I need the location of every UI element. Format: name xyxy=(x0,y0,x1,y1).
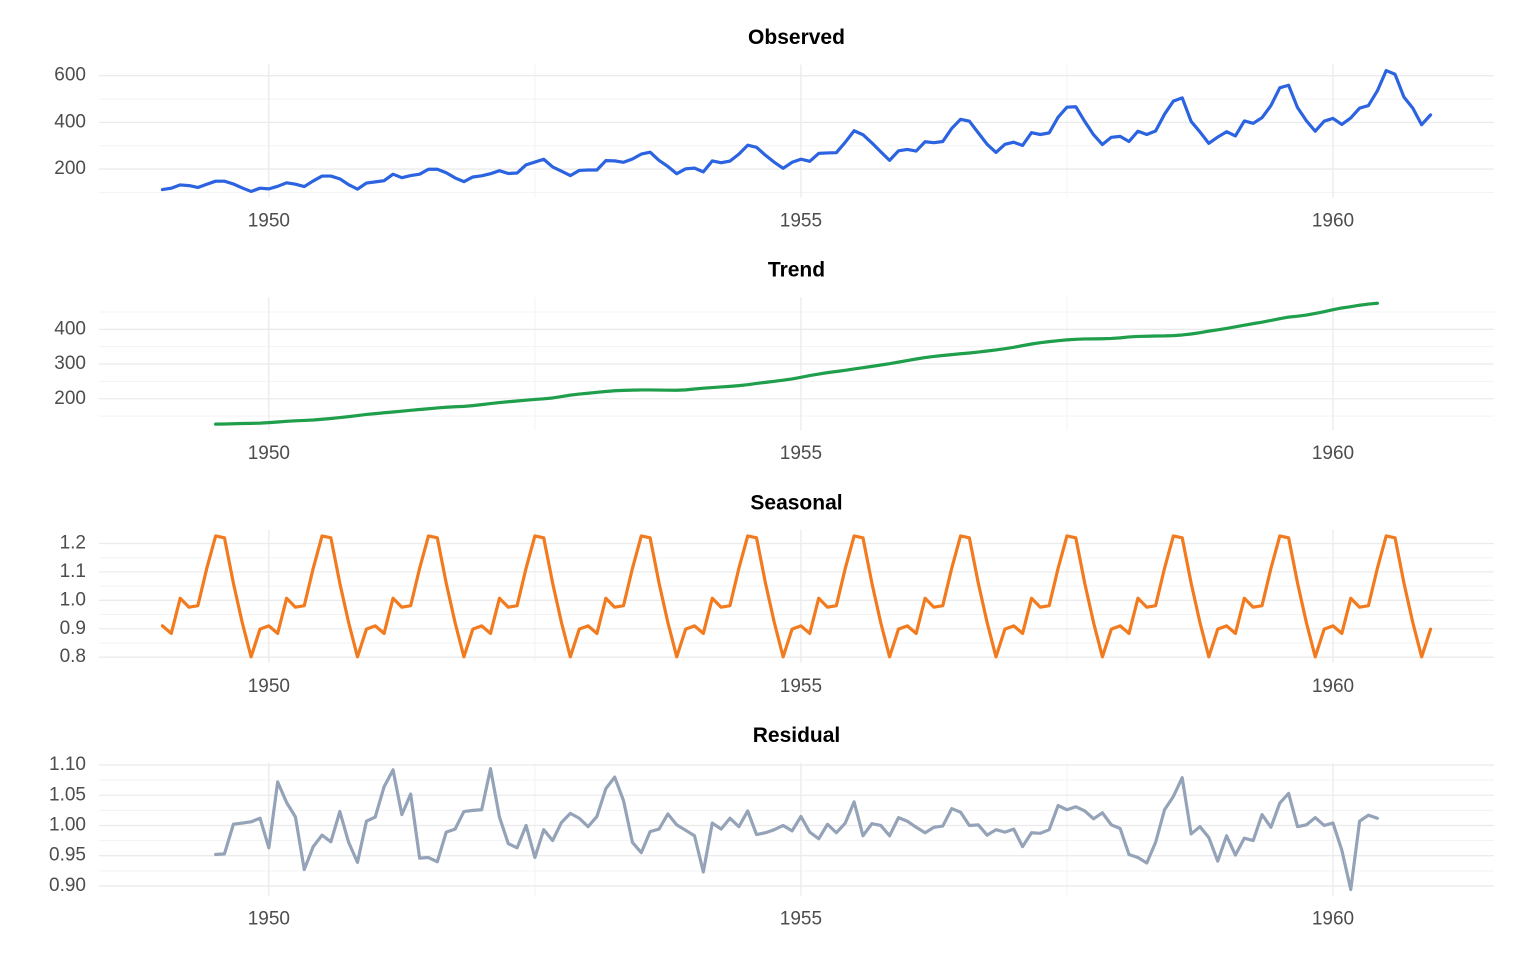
x-tick-label: 1960 xyxy=(1312,676,1354,697)
y-tick-label: 1.0 xyxy=(60,589,86,610)
y-tick-label: 200 xyxy=(54,388,86,409)
y-tick-label: 0.8 xyxy=(60,646,86,667)
y-tick-label: 1.1 xyxy=(60,561,86,582)
y-tick-label: 0.95 xyxy=(49,845,86,866)
x-tick-label: 1950 xyxy=(248,909,290,930)
x-tick-label: 1955 xyxy=(780,676,822,697)
x-tick-label: 1950 xyxy=(248,443,290,464)
y-tick-label: 1.10 xyxy=(49,754,86,775)
y-tick-label: 400 xyxy=(54,318,86,339)
series-line xyxy=(214,301,1379,426)
panel-title: Seasonal xyxy=(750,491,842,514)
series-line xyxy=(160,68,1433,194)
x-tick-label: 1960 xyxy=(1312,211,1354,232)
x-tick-label: 1955 xyxy=(780,443,822,464)
y-tick-label: 600 xyxy=(54,65,86,86)
y-tick-label: 1.00 xyxy=(49,814,86,835)
y-tick-label: 300 xyxy=(54,353,86,374)
panel-title: Observed xyxy=(748,26,845,49)
x-tick-label: 1950 xyxy=(248,676,290,697)
y-tick-label: 400 xyxy=(54,111,86,132)
x-tick-label: 1955 xyxy=(780,909,822,930)
y-tick-label: 200 xyxy=(54,158,86,179)
x-tick-label: 1960 xyxy=(1312,909,1354,930)
series-line xyxy=(160,534,1433,659)
y-tick-label: 1.2 xyxy=(60,533,86,554)
y-tick-label: 0.90 xyxy=(49,875,86,896)
x-tick-label: 1960 xyxy=(1312,443,1354,464)
panel-title: Residual xyxy=(753,724,841,747)
series-line xyxy=(214,767,1379,892)
x-tick-label: 1955 xyxy=(780,211,822,232)
panel-title: Trend xyxy=(768,259,825,282)
y-tick-label: 0.9 xyxy=(60,618,86,639)
y-tick-label: 1.05 xyxy=(49,784,86,805)
x-tick-label: 1950 xyxy=(248,211,290,232)
